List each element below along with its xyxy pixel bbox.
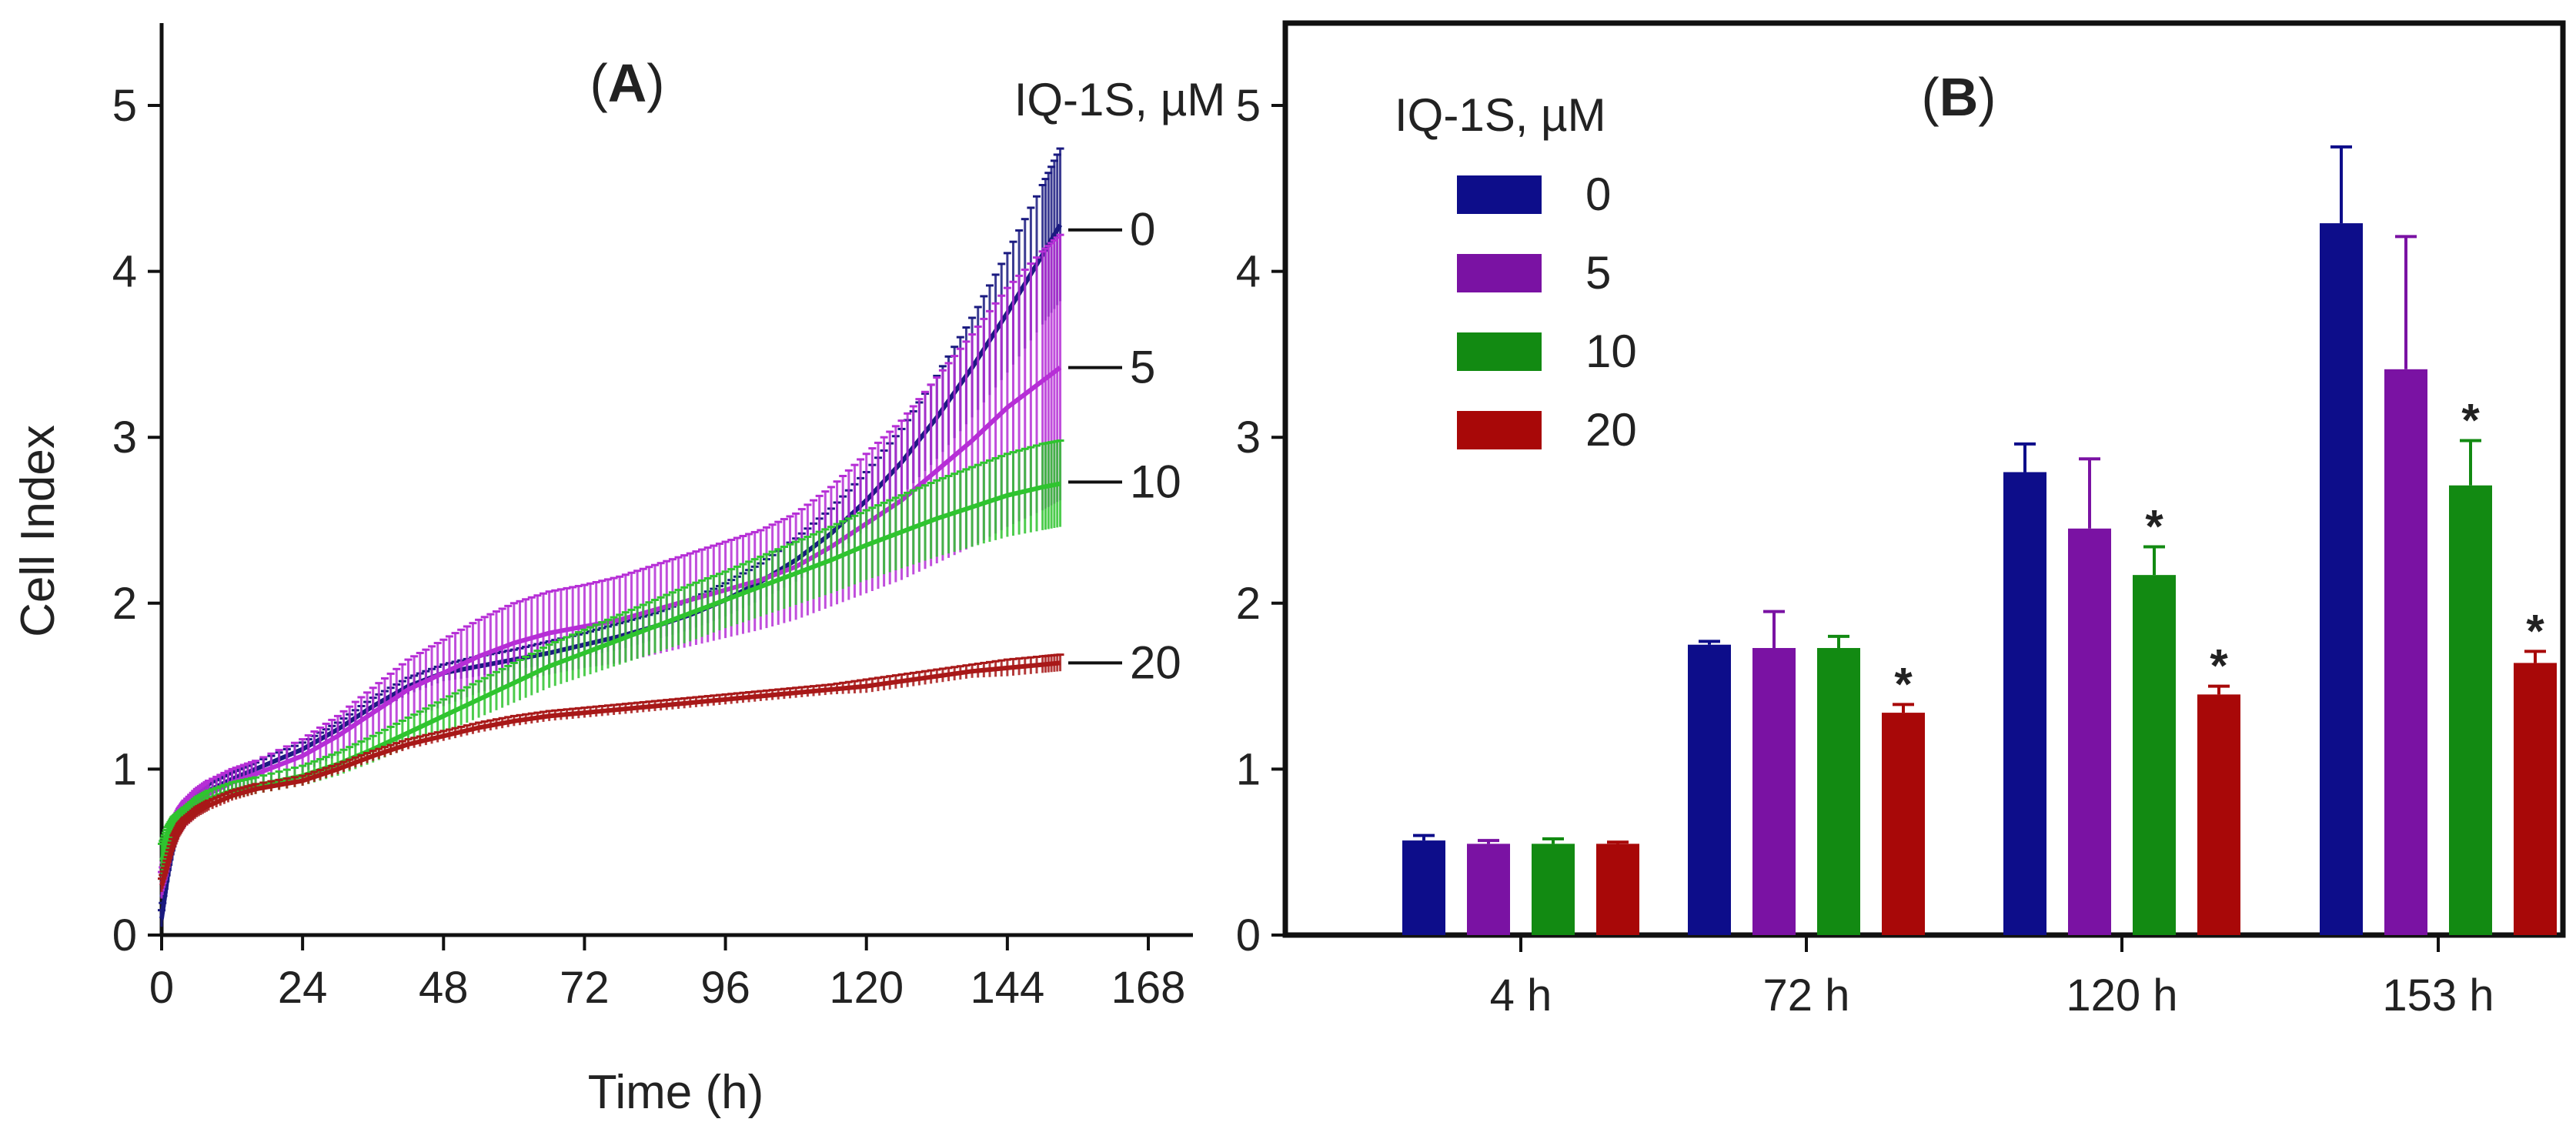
panel-b-category-label: 120 h	[2066, 970, 2177, 1020]
panel-b-y-tick-label: 4	[1236, 247, 1261, 297]
significance-marker: *	[1894, 658, 1913, 710]
panel-b-ticks: 0 1 2 3 4 5 4 h 72 h 120 h 153 h	[1236, 81, 2494, 1020]
panel-a-y-tick-label: 4	[112, 247, 137, 297]
panel-a-series-labels: 0 5 10 20	[1068, 204, 1181, 688]
panel-b-y-tick-label: 0	[1236, 910, 1261, 960]
series-line	[159, 223, 1063, 919]
legend-label-20: 20	[1585, 404, 1637, 456]
bar-20-um	[1882, 713, 1925, 935]
legend-swatch-20	[1457, 411, 1542, 449]
legend-swatch-0	[1457, 175, 1542, 214]
panel-a-x-tick-label: 96	[700, 963, 750, 1013]
legend-swatch-5	[1457, 254, 1542, 292]
series-0-um	[158, 147, 1064, 927]
panel-b-y-tick-label: 3	[1236, 413, 1261, 463]
bar-5-um	[2068, 528, 2111, 935]
bar-0-um	[1402, 840, 1445, 935]
panel-b-category-label: 4 h	[1490, 970, 1552, 1020]
panel-a-title: (A)	[590, 53, 664, 113]
panel-a-x-tick-label: 24	[278, 963, 328, 1013]
series-20-um	[158, 653, 1064, 892]
panel-b-legend-title: IQ-1S, µM	[1395, 89, 1606, 141]
panel-a-legend-title: IQ-1S, µM	[1014, 74, 1226, 125]
panel-a-x-tick-label: 48	[419, 963, 469, 1013]
panel-b-title-letter: B	[1940, 67, 1979, 127]
panel-a-x-tick-label: 120	[829, 963, 904, 1013]
panel-a-x-tick-label: 72	[560, 963, 610, 1013]
significance-marker: *	[2210, 640, 2228, 692]
panel-a-ticks: 0 1 2 3 4 5 0 24 48 72 96 120 144 168	[112, 81, 1186, 1013]
panel-b-category-label: 153 h	[2382, 970, 2494, 1020]
bar-5-um	[1467, 843, 1510, 935]
panel-b-title-close: )	[1978, 67, 1996, 127]
bar-20-um	[1596, 843, 1639, 935]
bar-5-um	[2384, 369, 2427, 936]
series-line	[159, 660, 1061, 887]
legend-label-0: 0	[1585, 169, 1611, 220]
bar-0-um	[2003, 472, 2046, 935]
panel-a-title-open: (	[590, 53, 607, 113]
panel-a: 0 1 2 3 4 5 0 24 48 72 96 120 144 168 0 5 10 20 (A) IQ-1…	[12, 23, 1225, 1119]
panel-a-title-close: )	[647, 53, 664, 113]
panel-a-x-tick-label: 0	[149, 963, 174, 1013]
series-label-5: 5	[1130, 342, 1155, 393]
bar-0-um	[2320, 223, 2363, 935]
bar-0-um	[1688, 644, 1731, 935]
panel-a-x-tick-label: 168	[1111, 963, 1186, 1013]
series-label-10: 10	[1130, 456, 1181, 507]
panel-b-category-label: 72 h	[1763, 970, 1850, 1020]
panel-b-legend: 0 5 10 20	[1457, 169, 1637, 456]
bar-20-um	[2514, 663, 2557, 935]
panel-a-y-tick-label: 1	[112, 744, 137, 794]
panel-a-y-tick-label: 5	[112, 81, 137, 131]
panel-b-title: (B)	[1921, 67, 1996, 127]
legend-label-5: 5	[1585, 247, 1611, 299]
bar-10-um	[2449, 485, 2492, 935]
panel-a-axes	[159, 23, 1193, 937]
bar-10-um	[1817, 648, 1860, 935]
legend-label-10: 10	[1585, 326, 1637, 377]
panel-b-y-tick-label: 2	[1236, 579, 1261, 629]
panel-a-y-tick-label: 3	[112, 413, 137, 463]
bar-20-um	[2197, 694, 2240, 935]
significance-marker: *	[2526, 605, 2544, 656]
panel-a-ylabel: Cell Index	[12, 425, 65, 637]
panel-a-series	[158, 147, 1064, 927]
series-label-0: 0	[1130, 204, 1155, 256]
series-10-um	[158, 439, 1064, 877]
panel-b-y-tick-label: 5	[1236, 81, 1261, 131]
panel-b-bars: * * * * *	[1402, 145, 2557, 936]
significance-marker: *	[2145, 500, 2163, 552]
panel-b-y-tick-label: 1	[1236, 744, 1261, 794]
legend-swatch-10	[1457, 332, 1542, 371]
panel-b-title-open: (	[1921, 67, 1939, 127]
bar-10-um	[1532, 843, 1575, 935]
significance-marker: *	[2461, 395, 2480, 446]
panel-a-y-tick-label: 0	[112, 910, 137, 960]
series-5-um	[158, 233, 1064, 899]
bar-5-um	[1752, 648, 1796, 935]
series-label-20: 20	[1130, 636, 1181, 688]
bar-10-um	[2133, 575, 2176, 935]
panel-a-y-tick-label: 2	[112, 579, 137, 629]
panel-a-title-letter: A	[608, 53, 647, 113]
panel-b: * * * * * 0 1 2 3 4 5 4 h 72 h 120 h 153 h 0 5 10 20 (B)…	[1236, 20, 2566, 1020]
panel-a-xlabel: Time (h)	[588, 1066, 763, 1119]
panel-a-x-tick-label: 144	[970, 963, 1044, 1013]
